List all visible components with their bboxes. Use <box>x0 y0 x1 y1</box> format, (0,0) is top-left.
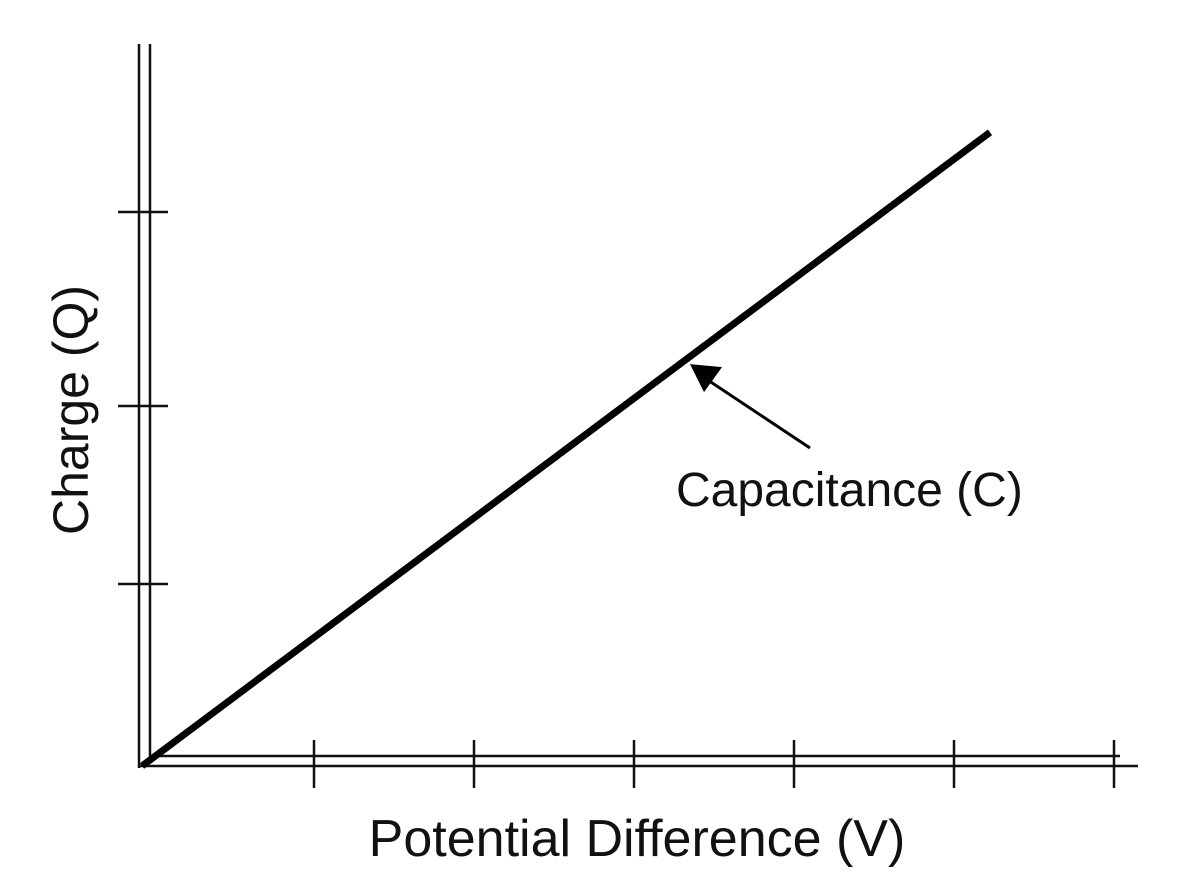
series <box>139 129 993 769</box>
annotation-label: Capacitance (C) <box>676 464 1023 517</box>
annotation <box>690 364 811 450</box>
ticks <box>118 210 1116 788</box>
x-axis-label: Potential Difference (V) <box>369 810 906 868</box>
series-line-1 <box>139 129 993 769</box>
annotation-arrow-head <box>690 364 722 393</box>
y-axis-label: Charge (Q) <box>43 285 99 535</box>
annotation-arrow-shaft <box>707 378 811 450</box>
